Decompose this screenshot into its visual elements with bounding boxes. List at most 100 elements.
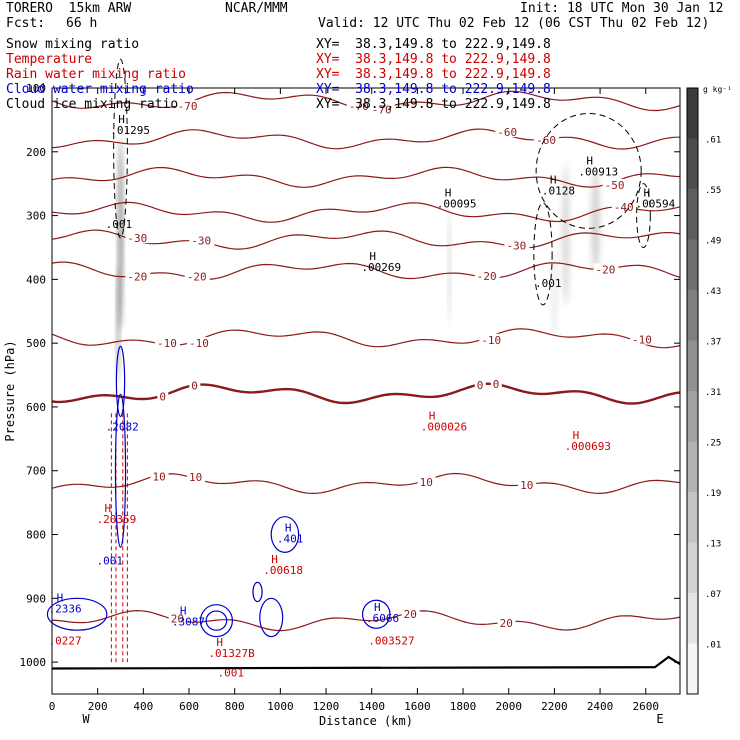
model-title: TORERO 15km ARW (6, 1, 132, 16)
legend-field-xy: XY= 38.3,149.8 to 222.9,149.8 (316, 52, 551, 67)
isotherm-label-bg (150, 470, 169, 482)
isotherm-label: -40 (614, 201, 634, 214)
valid-time: Valid: 12 UTC Thu 02 Feb 12 (06 CST Thu … (318, 16, 710, 31)
y-tick-label: 200 (26, 146, 46, 159)
snow-shading (447, 209, 451, 325)
max-marker: H (573, 429, 580, 442)
colorbar-label: .01 (705, 641, 721, 651)
colorbar-cell (687, 340, 698, 392)
isotherm-label: 10 (420, 476, 433, 489)
isotherm-label: 20 (404, 608, 417, 621)
x-tick-label: 1400 (358, 700, 385, 713)
y-tick-label: 600 (26, 401, 46, 414)
cloud-water-contour (270, 516, 300, 553)
max-value: .001 (106, 218, 132, 231)
max-value: .01327B (208, 647, 255, 660)
x-tick-label: 0 (49, 700, 56, 713)
max-value: .6066 (366, 612, 399, 625)
max-value: .001 (535, 277, 562, 290)
max-value: .000693 (565, 440, 611, 453)
isotherm-label-bg (495, 126, 521, 138)
max-marker: H (180, 604, 187, 617)
isotherm-label-bg (157, 390, 169, 402)
colorbar-label: .49 (705, 237, 721, 247)
colorbar-cell (687, 239, 698, 291)
isotherm-label-bg (611, 201, 637, 213)
max-value: .001 (97, 555, 124, 568)
colorbar-cell (687, 593, 698, 644)
isotherm-label-bg (417, 476, 436, 488)
isotherm-label: 20 (500, 617, 513, 630)
colorbar-cell (687, 88, 698, 139)
isotherm-label: -10 (481, 334, 501, 347)
cloud-ice-contour (533, 202, 553, 306)
max-marker: H (216, 636, 223, 649)
isotherm-label-bg (125, 232, 151, 244)
isotherm--50 (51, 166, 681, 188)
isotherm-label-bg (168, 612, 187, 624)
isotherm-label: 0 (493, 378, 500, 391)
cloud-ice-contour (535, 113, 642, 229)
legend-field-xy: XY= 38.3,149.8 to 222.9,149.8 (316, 37, 551, 52)
isotherm-label: -60 (497, 126, 517, 139)
max-marker: H (429, 410, 436, 423)
isotherm-label-bg (518, 479, 537, 491)
isotherm-label: -30 (191, 235, 211, 248)
isotherm-label-bg (534, 133, 560, 145)
isotherm-label-bg (189, 234, 215, 246)
isotherm-10 (51, 472, 681, 495)
max-value: .00269 (361, 261, 401, 274)
isotherm-label-bg (497, 616, 516, 628)
isotherm-20 (51, 609, 681, 632)
isotherm-0 (51, 382, 681, 405)
y-tick-label: 700 (26, 465, 46, 478)
isotherm-label: -70 (349, 100, 369, 113)
legend-field-name: Rain water mixing ratio (6, 67, 187, 82)
max-value: .00594 (635, 197, 675, 210)
legend-field-xy: XY= 38.3,149.8 to 222.9,149.8 (316, 67, 551, 82)
colorbar-cell (687, 391, 698, 442)
colorbar-cell (687, 542, 698, 594)
cloud-water-contour (205, 610, 228, 631)
isotherm--10 (51, 328, 681, 349)
max-marker: H (271, 553, 278, 566)
isotherm-label-bg (175, 99, 201, 111)
isotherm-label-bg (125, 270, 151, 282)
x-tick-label: 1000 (267, 700, 294, 713)
max-marker: H (550, 174, 557, 187)
isotherm-label: -20 (127, 271, 147, 284)
isotherm-label-bg (479, 333, 505, 345)
forecast-label: Fcst: (6, 16, 46, 31)
x-tick-label: 1600 (404, 700, 431, 713)
isotherm-label-bg (490, 377, 502, 389)
legend-field-name: Snow mixing ratio (6, 37, 140, 52)
isotherm-label-bg (474, 270, 500, 282)
max-value: .2336 (49, 603, 82, 616)
isotherm--40 (51, 201, 681, 223)
max-marker: H (57, 592, 64, 605)
east-label: E (656, 712, 663, 726)
isotherm-label-bg (630, 333, 656, 345)
isotherm-label: -60 (536, 134, 556, 147)
max-value: .0128 (542, 185, 575, 198)
max-value: .0227 (49, 634, 82, 647)
max-value: .00913 (578, 166, 618, 179)
snow-shading (561, 164, 570, 305)
colorbar-cell (687, 290, 698, 341)
isotherm-label-bg (602, 178, 628, 190)
y-axis-label: Pressure (hPa) (3, 340, 17, 441)
isotherm-label: -10 (157, 337, 177, 350)
isotherm-label: -50 (605, 179, 625, 192)
x-tick-label: 800 (225, 700, 245, 713)
init-time: Init: 18 UTC Mon 30 Jan 12 (520, 1, 724, 16)
x-tick-label: 2600 (632, 700, 659, 713)
max-marker: H (285, 521, 292, 534)
x-axis-label: Distance (km) (319, 714, 413, 728)
center-title: NCAR/MMM (225, 1, 288, 16)
legend-field-xy: XY= 38.3,149.8 to 222.9,149.8 (316, 82, 551, 97)
colorbar-label: .43 (705, 287, 721, 297)
isotherm-label: 0 (191, 380, 198, 393)
max-value: .00618 (263, 564, 303, 577)
isotherm-label-bg (504, 239, 530, 251)
isotherm-label: 10 (152, 471, 165, 484)
